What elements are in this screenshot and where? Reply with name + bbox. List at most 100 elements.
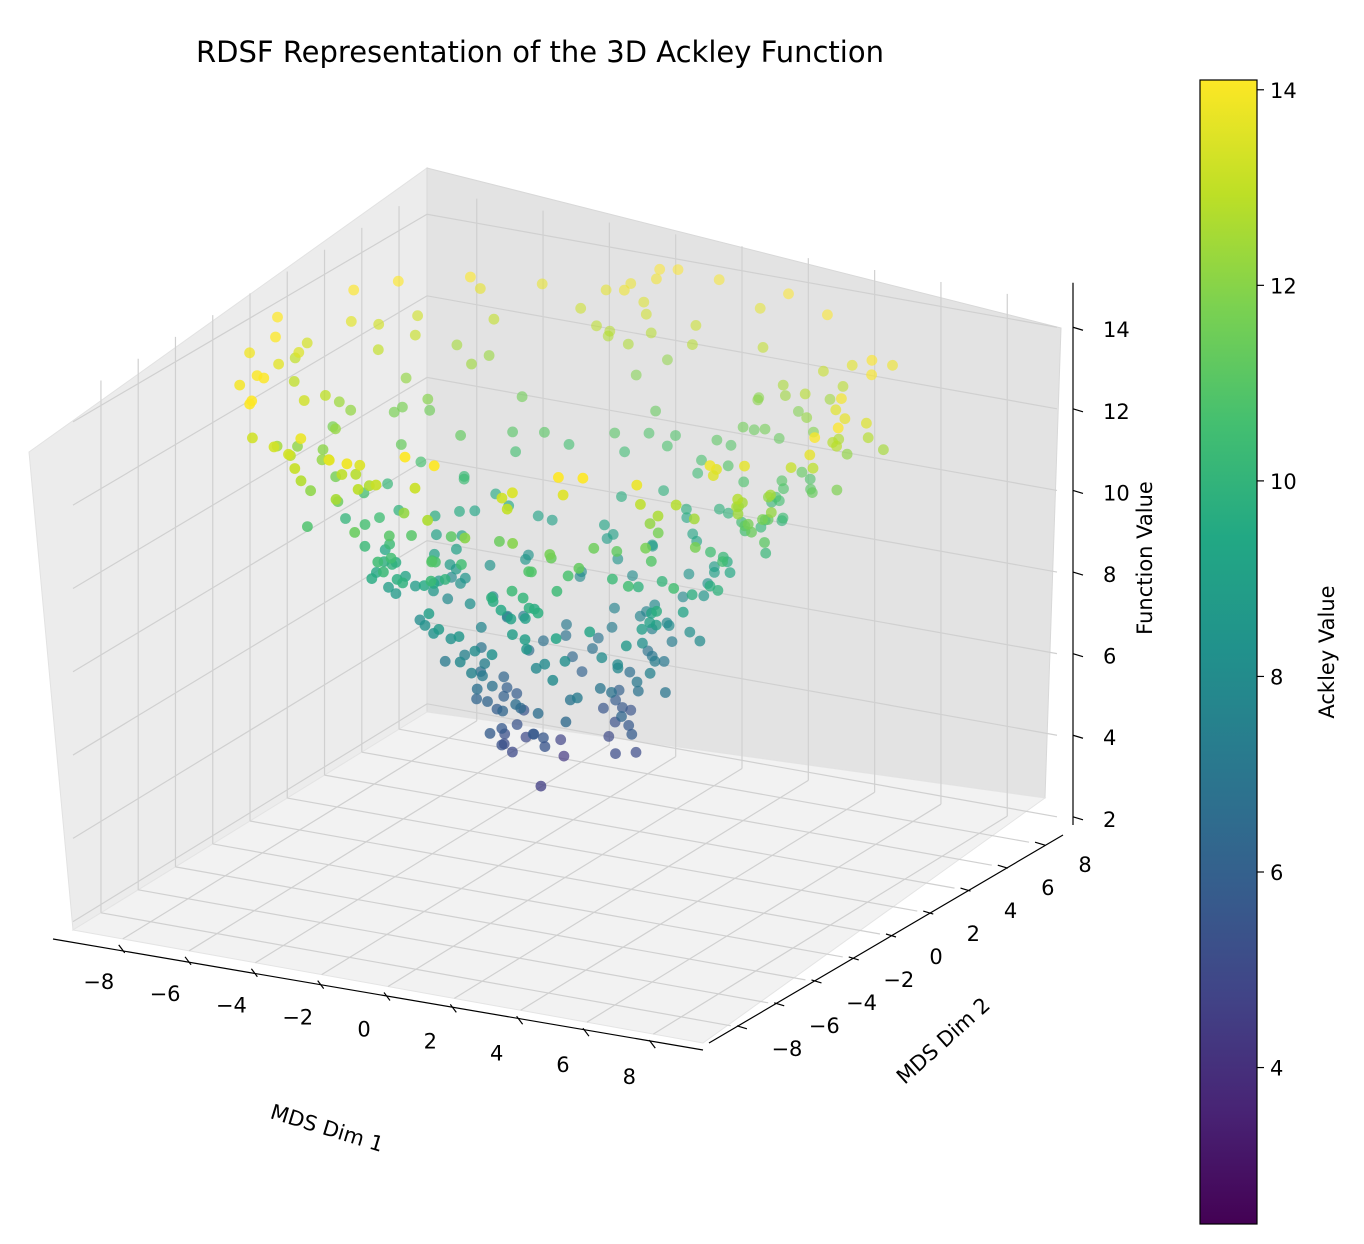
scatter-point xyxy=(244,398,256,410)
scatter-point xyxy=(510,446,521,458)
scatter-point xyxy=(466,358,477,370)
scatter-point xyxy=(466,667,477,679)
scatter-point xyxy=(422,514,433,526)
scatter-point xyxy=(759,423,771,435)
scatter-point xyxy=(831,484,843,496)
scatter-point xyxy=(576,666,588,677)
scatter-point xyxy=(694,635,706,647)
scatter-point xyxy=(692,467,704,479)
scatter-point xyxy=(785,462,797,473)
y-tick xyxy=(1034,841,1046,846)
scatter-point xyxy=(592,632,604,644)
colorbar-ticks: 4 6 8 10 12 14 xyxy=(1257,79,1297,1081)
scatter-point xyxy=(486,680,498,692)
scatter-point xyxy=(370,479,382,491)
scatter-point xyxy=(732,493,744,505)
scatter-point xyxy=(804,449,816,461)
scatter-point xyxy=(668,583,680,594)
scatter-point xyxy=(636,623,648,635)
scatter-point xyxy=(511,719,523,730)
scatter-point xyxy=(609,602,620,614)
scatter-point xyxy=(486,649,498,661)
scatter-point xyxy=(563,439,575,450)
colorbar-tick-label: 6 xyxy=(1270,861,1283,885)
scatter-point xyxy=(317,444,329,455)
scatter-point xyxy=(670,430,681,441)
scatter-point xyxy=(809,432,821,443)
scatter-point xyxy=(709,567,720,578)
scatter-point xyxy=(793,406,804,417)
scatter-point xyxy=(539,741,551,752)
scatter-point xyxy=(801,412,813,423)
scatter-point xyxy=(382,478,393,490)
y-tick xyxy=(997,864,1008,869)
scatter-point xyxy=(611,546,623,557)
scatter-point xyxy=(681,503,692,515)
scatter-point xyxy=(711,434,723,446)
z-axis-label: Function Value xyxy=(1133,481,1157,635)
x-tick-label: −8 xyxy=(83,970,114,994)
scatter-point xyxy=(340,513,351,524)
scatter-point xyxy=(559,655,571,667)
scatter-point xyxy=(538,732,549,744)
x-tick-label: 0 xyxy=(357,1018,370,1042)
scatter-point xyxy=(378,566,389,578)
scatter-point xyxy=(409,482,421,494)
scatter-point xyxy=(244,347,256,359)
scatter-point xyxy=(488,313,500,325)
scatter-point xyxy=(573,562,585,574)
z-tick xyxy=(1072,408,1084,413)
scatter-point xyxy=(451,543,462,555)
scatter-point xyxy=(683,568,695,580)
scatter-point xyxy=(445,633,457,645)
scatter-point xyxy=(686,589,698,601)
scatter-point xyxy=(696,454,707,466)
y-tick xyxy=(811,979,822,984)
wall-grid-line-z xyxy=(72,213,1058,423)
scatter-point xyxy=(454,656,466,668)
scatter-point xyxy=(765,489,776,501)
scatter-point xyxy=(270,331,281,343)
scatter-point xyxy=(373,318,385,330)
scatter-point xyxy=(846,359,858,371)
scatter-point xyxy=(498,671,510,683)
scatter-point xyxy=(479,658,491,669)
scatter-point xyxy=(234,379,246,391)
scatter-point xyxy=(652,527,664,539)
wall-grid-line-z xyxy=(72,458,1058,673)
scatter-point xyxy=(516,391,528,403)
y-tick-label: 6 xyxy=(1041,876,1054,900)
scatter-point xyxy=(717,556,728,567)
scatter-point xyxy=(464,598,476,610)
scatter-point xyxy=(535,780,547,792)
scatter-point xyxy=(588,542,600,554)
scatter-point xyxy=(732,508,744,520)
scatter-point xyxy=(651,273,662,285)
scatter-point xyxy=(640,542,651,554)
scatter-point xyxy=(596,652,608,664)
scatter-point xyxy=(539,658,551,670)
y-tick-label: 4 xyxy=(1004,899,1017,923)
scatter-point xyxy=(397,401,408,413)
scatter-point xyxy=(560,716,572,728)
scatter-point xyxy=(616,491,627,502)
scatter-point xyxy=(584,626,596,638)
scatter-point xyxy=(507,426,518,438)
scatter-point xyxy=(273,358,284,370)
y-tick xyxy=(736,1025,748,1030)
x-tick xyxy=(383,992,391,1001)
z-tick-label: 8 xyxy=(1103,563,1116,587)
scatter-point xyxy=(498,690,510,702)
scatter-point xyxy=(778,483,789,495)
scatter-point xyxy=(477,670,488,682)
scatter-point xyxy=(496,723,508,734)
scatter-point xyxy=(283,448,294,460)
scatter-point xyxy=(298,395,310,406)
scatter-point xyxy=(737,421,749,433)
scatter-point xyxy=(333,396,345,408)
scatter-point xyxy=(631,676,643,688)
y-axis-line xyxy=(708,834,1064,1044)
scatter-point xyxy=(486,592,497,604)
scatter-point xyxy=(620,640,632,652)
